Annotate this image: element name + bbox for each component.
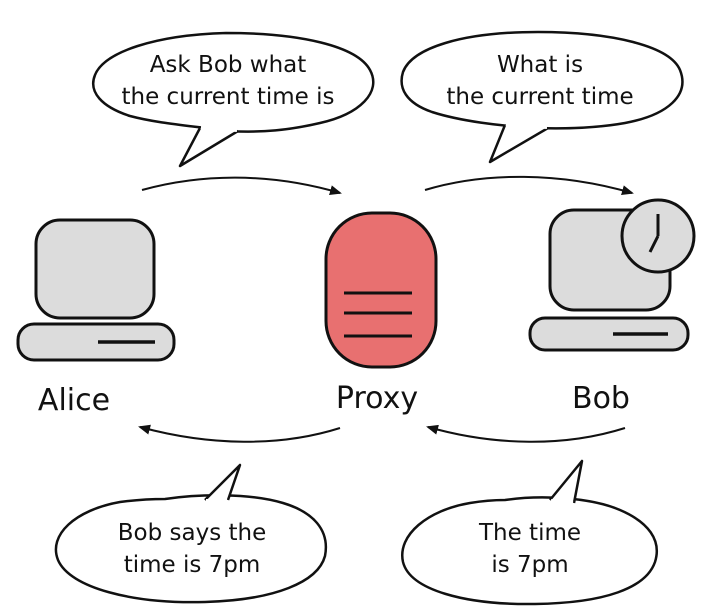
bubble-text-line-2: time is 7pm bbox=[124, 552, 261, 578]
speech-bubble-proxy-reply: Bob says the time is 7pm bbox=[54, 463, 328, 604]
speech-bubble-shape bbox=[54, 494, 328, 604]
speech-bubble-alice-request: Ask Bob what the current time is bbox=[92, 31, 375, 168]
alice-computer-icon bbox=[16, 218, 176, 362]
proxy-label: Proxy bbox=[336, 381, 418, 416]
speech-bubble-shape bbox=[401, 496, 658, 606]
speech-bubble-tail bbox=[178, 127, 239, 168]
arrow-bob-to-proxy bbox=[426, 424, 626, 443]
arrow-proxy-to-alice bbox=[138, 424, 341, 443]
monitor-screen bbox=[34, 218, 156, 320]
speech-bubble-bob-reply: The time is 7pm bbox=[401, 459, 658, 606]
bubble-text-line-2: the current time bbox=[446, 84, 633, 110]
bubble-text-line-2: the current time is bbox=[122, 84, 335, 110]
bubble-text-line-2: is 7pm bbox=[491, 552, 568, 578]
arrow-alice-to-proxy bbox=[141, 176, 342, 196]
speech-bubble-proxy-request: What is the current time bbox=[400, 30, 684, 164]
bubble-text-line-1: What is bbox=[497, 52, 583, 78]
speech-bubble-tail bbox=[204, 463, 242, 501]
bob-label: Bob bbox=[572, 381, 630, 416]
alice-label: Alice bbox=[38, 383, 110, 418]
speech-bubble-tail bbox=[549, 459, 584, 504]
speech-bubble-shape bbox=[92, 31, 375, 133]
clock-icon bbox=[620, 198, 696, 274]
speech-bubble-tail bbox=[488, 124, 549, 164]
computer-base bbox=[16, 322, 176, 362]
arrow-proxy-to-bob bbox=[424, 175, 634, 196]
speech-bubble-shape bbox=[400, 30, 684, 130]
bob-computer-icon bbox=[528, 198, 696, 352]
bubble-text-line-1: The time bbox=[478, 520, 581, 546]
computer-base bbox=[528, 316, 690, 352]
server-body bbox=[324, 211, 438, 369]
bubble-text-line-1: Bob says the bbox=[118, 520, 267, 546]
bubble-text-line-1: Ask Bob what bbox=[150, 52, 307, 78]
proxy-server-icon bbox=[324, 211, 438, 369]
